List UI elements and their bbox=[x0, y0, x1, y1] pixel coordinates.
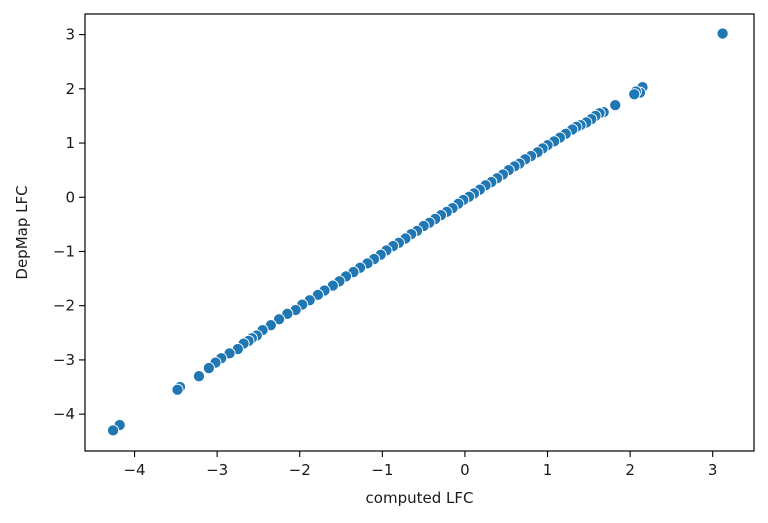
x-axis-label: computed LFC bbox=[366, 489, 474, 507]
y-axis-label: DepMap LFC bbox=[13, 185, 31, 279]
x-tick-label: 0 bbox=[460, 461, 470, 479]
x-tick-label: 1 bbox=[543, 461, 553, 479]
x-tick-label: −4 bbox=[123, 461, 145, 479]
data-point bbox=[202, 361, 215, 375]
data-point bbox=[609, 99, 622, 112]
plot-frame bbox=[84, 13, 755, 452]
y-tick-label: 0 bbox=[65, 188, 75, 206]
x-tick-label: −2 bbox=[289, 461, 311, 479]
y-axis: −4 −3 −2 −1 0 1 2 3 bbox=[53, 26, 85, 423]
y-tick-label: −3 bbox=[53, 351, 75, 369]
y-tick-label: −4 bbox=[53, 405, 75, 423]
x-axis: −4 −3 −2 −1 0 1 2 3 bbox=[123, 451, 717, 479]
x-tick-label: −3 bbox=[206, 461, 228, 479]
x-tick-label: 3 bbox=[708, 461, 718, 479]
y-tick-label: 3 bbox=[65, 26, 75, 44]
y-tick-label: −2 bbox=[53, 297, 75, 315]
data-point bbox=[171, 383, 184, 396]
data-point bbox=[716, 27, 729, 40]
y-tick-label: −1 bbox=[53, 242, 75, 260]
data-point bbox=[273, 313, 286, 326]
y-tick-label: 2 bbox=[65, 80, 75, 98]
x-tick-label: 2 bbox=[625, 461, 635, 479]
data-point bbox=[628, 88, 641, 101]
data-point bbox=[107, 424, 120, 437]
x-tick-label: −1 bbox=[371, 461, 393, 479]
data-point bbox=[192, 370, 206, 383]
points-layer bbox=[107, 27, 729, 437]
y-tick-label: 1 bbox=[65, 134, 75, 152]
